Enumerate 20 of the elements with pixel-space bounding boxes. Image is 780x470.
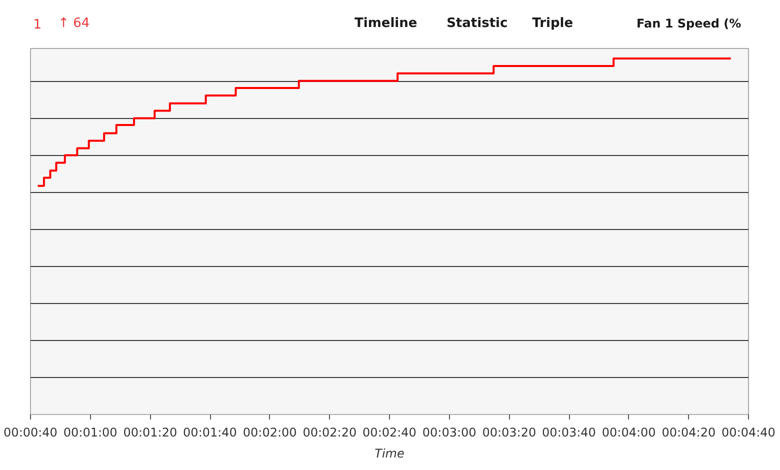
x-tick-label: 00:02:20 bbox=[302, 426, 357, 440]
x-tick-label: 00:00:40 bbox=[4, 426, 58, 440]
x-tick-label: 00:03:00 bbox=[422, 426, 476, 440]
x-tick-label: 00:03:20 bbox=[482, 426, 536, 440]
text: Statistic bbox=[446, 16, 508, 31]
text: Triple bbox=[532, 16, 574, 31]
text: 1 bbox=[33, 18, 42, 32]
x-tick-label: 00:03:40 bbox=[542, 426, 596, 440]
x-tick-label: 00:01:40 bbox=[183, 426, 237, 440]
text: Timeline bbox=[354, 16, 418, 31]
x-tick-label: 00:04:00 bbox=[602, 426, 656, 440]
x-tick-label: 00:02:00 bbox=[242, 426, 297, 440]
x-tick-label: 00:01:20 bbox=[123, 426, 178, 440]
x-tick-label: 00:04:20 bbox=[662, 426, 716, 440]
x-tick-label: 00:01:00 bbox=[63, 426, 118, 440]
text: ↑ 64 bbox=[58, 16, 90, 31]
x-tick-label: 00:04:40 bbox=[722, 426, 776, 440]
x-axis-title: Time bbox=[374, 446, 404, 460]
chart-title: Fan 1 Speed (% bbox=[636, 16, 742, 30]
x-tick-label: 00:02:40 bbox=[362, 426, 416, 440]
